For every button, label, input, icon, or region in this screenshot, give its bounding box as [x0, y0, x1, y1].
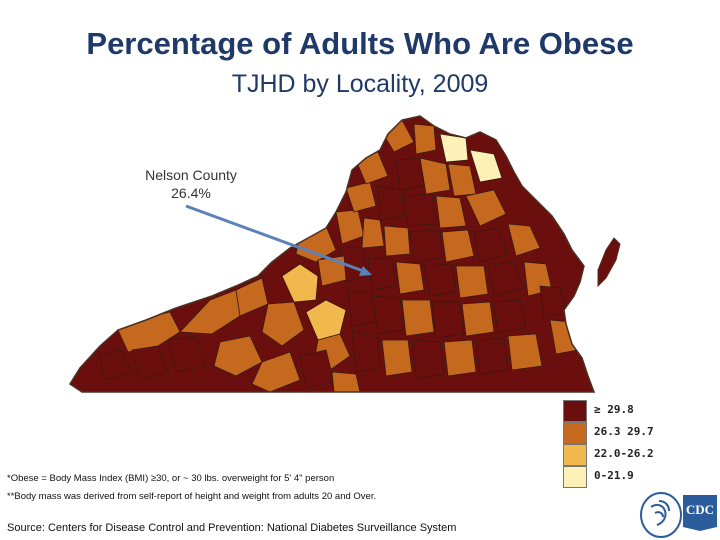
county-cell: [381, 339, 413, 377]
county-cell: [431, 301, 465, 339]
county-cell: [235, 277, 269, 317]
county-cell: [131, 345, 169, 381]
county-cell: [361, 217, 385, 249]
county-cell: [441, 229, 475, 263]
county-cell: [251, 351, 301, 392]
page-subtitle: TJHD by Locality, 2009: [231, 70, 489, 98]
county-cell: [395, 261, 425, 295]
county-cell: [461, 301, 495, 337]
county-cell: [403, 193, 437, 227]
county-cell: [411, 339, 445, 379]
county-cell: [473, 227, 509, 263]
eastern-shore-county: [597, 237, 621, 288]
legend-label: 22.0-26.2: [594, 447, 654, 460]
county-cell: [493, 299, 527, 333]
county-cell: [439, 133, 469, 163]
legend-swatch: [563, 444, 587, 466]
agency-logos: CDC: [640, 492, 717, 538]
county-cell: [419, 157, 451, 195]
county-cell: [367, 257, 397, 291]
nelson-county-callout: Nelson County 26.4%: [130, 166, 252, 202]
legend-swatch: [563, 422, 587, 444]
county-cell: [435, 195, 467, 229]
county-cell: [347, 289, 377, 327]
county-cell: [455, 265, 489, 299]
callout-locality: Nelson County: [145, 167, 237, 183]
county-cell: [507, 333, 543, 371]
county-cell: [401, 299, 435, 337]
callout-value: 26.4%: [171, 185, 211, 201]
legend-label: ≥ 29.8: [594, 403, 634, 416]
page-title: Percentage of Adults Who Are Obese: [86, 26, 634, 61]
county-cell: [261, 301, 305, 347]
county-cell: [331, 371, 361, 392]
county-cell: [305, 299, 347, 341]
county-cell: [465, 189, 507, 227]
legend-swatch: [563, 466, 587, 488]
county-cell: [487, 261, 525, 297]
callout-arrowhead: [359, 266, 372, 276]
bmi-source-note: **Body mass was derived from self-report…: [7, 491, 377, 502]
hhs-eagle-icon: [640, 492, 682, 538]
obese-definition-note: *Obese = Body Mass Index (BMI) ≥30, or ~…: [7, 473, 335, 484]
county-cell: [351, 329, 381, 373]
county-cell: [443, 339, 477, 377]
cdc-logo-icon: CDC: [683, 495, 717, 531]
callout-arrow: [185, 204, 367, 274]
legend-label: 26.3 29.7: [594, 425, 654, 438]
county-cell: [423, 263, 457, 297]
legend-label: 0-21.9: [594, 469, 634, 482]
county-cell: [167, 335, 207, 373]
source-citation: Source: Centers for Disease Control and …: [7, 522, 457, 534]
county-cell: [413, 123, 437, 155]
legend-swatch: [563, 400, 587, 422]
county-cell: [99, 349, 133, 381]
county-cell: [469, 149, 503, 183]
cdc-logo-text: CDC: [686, 502, 714, 517]
county-cell: [507, 223, 541, 257]
county-cell: [475, 337, 509, 375]
county-cell: [213, 335, 263, 377]
county-cell: [377, 185, 405, 221]
county-cell: [395, 157, 425, 191]
county-cell: [409, 229, 443, 263]
county-cell: [371, 295, 405, 335]
county-cell: [383, 225, 411, 257]
county-cells: [99, 119, 579, 392]
county-cell: [345, 181, 377, 213]
county-cell: [281, 263, 319, 303]
